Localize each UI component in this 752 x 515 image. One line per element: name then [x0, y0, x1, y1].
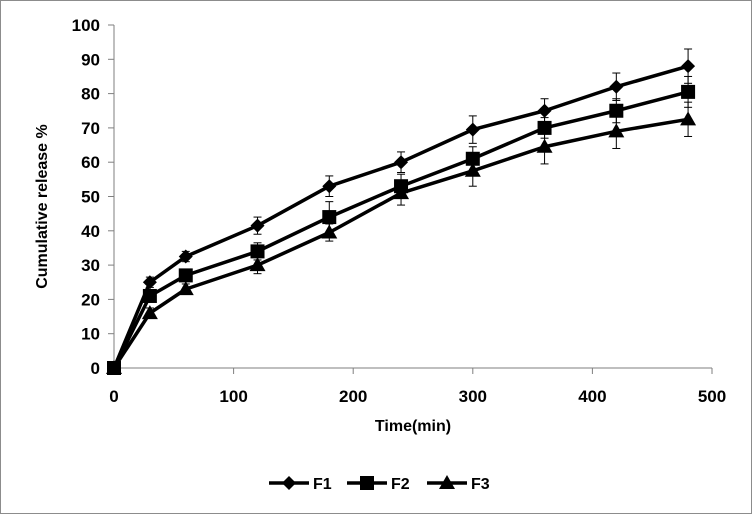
data-point-f3 [680, 111, 697, 126]
data-point-f2 [142, 288, 157, 303]
series-f1 [107, 48, 696, 375]
y-tick-label: 80 [81, 85, 100, 104]
series-line-f3 [112, 117, 689, 369]
data-point-f1 [322, 179, 337, 194]
x-tick-label: 500 [698, 387, 726, 406]
legend-item-f2: F2 [347, 476, 410, 493]
series-line-f1 [112, 64, 689, 369]
data-point-f1 [537, 103, 552, 118]
data-point-f1 [178, 249, 193, 264]
legend-label: F1 [313, 476, 332, 493]
legend-marker-f3 [439, 475, 455, 489]
data-point-f1 [250, 218, 265, 233]
data-point-f3 [536, 138, 553, 153]
y-tick-label: 0 [91, 359, 100, 378]
y-tick-label: 70 [81, 119, 100, 138]
data-point-f2 [322, 210, 337, 225]
y-tick-label: 60 [81, 153, 100, 172]
series-layer [106, 48, 697, 375]
legend-label: F2 [391, 476, 410, 493]
x-tick-label: 300 [459, 387, 487, 406]
series-f3 [106, 101, 697, 374]
axes: 0 100 200 300 400 500 0 10 20 30 40 50 60 70 80 90 100 [72, 16, 727, 406]
data-point-f3 [608, 123, 625, 138]
legend-item-f1: F1 [269, 476, 332, 493]
data-point-f1 [681, 59, 696, 74]
legend: F1 F2 F3 [269, 475, 490, 493]
y-tick-label: 20 [81, 290, 100, 309]
data-point-f3 [393, 185, 410, 200]
data-point-f3 [464, 162, 481, 177]
data-point-f2 [178, 268, 193, 283]
series-line-f2 [112, 90, 689, 369]
y-tick-label: 30 [81, 256, 100, 275]
x-ticks: 0 100 200 300 400 500 [109, 368, 726, 406]
y-ticks: 0 10 20 30 40 50 60 70 80 90 100 [72, 16, 114, 378]
legend-marker-f2 [360, 476, 374, 490]
x-axis-title: Time(min) [375, 418, 451, 435]
x-tick-label: 200 [339, 387, 367, 406]
series-f2 [107, 75, 696, 375]
y-tick-label: 50 [81, 188, 100, 207]
data-point-f2 [250, 244, 265, 259]
y-tick-label: 90 [81, 50, 100, 69]
data-point-f1 [609, 79, 624, 94]
legend-label: F3 [471, 476, 490, 493]
data-point-f1 [142, 275, 157, 290]
legend-item-f3: F3 [427, 475, 490, 493]
y-tick-label: 100 [72, 16, 100, 35]
y-tick-label: 10 [81, 325, 100, 344]
data-point-f3 [321, 224, 338, 239]
y-axis-title: Cumulative release % [34, 124, 51, 289]
data-point-f3 [177, 281, 194, 296]
data-point-f3 [106, 360, 122, 374]
data-point-f3 [249, 257, 266, 272]
y-tick-label: 40 [81, 222, 100, 241]
x-tick-label: 0 [109, 387, 118, 406]
data-point-f1 [465, 122, 480, 137]
x-tick-label: 100 [219, 387, 247, 406]
data-point-f1 [394, 155, 409, 170]
data-point-f2 [537, 120, 552, 135]
data-point-f2 [681, 84, 696, 99]
data-point-f3 [141, 305, 158, 320]
legend-marker-f1 [282, 476, 296, 490]
x-tick-label: 400 [578, 387, 606, 406]
